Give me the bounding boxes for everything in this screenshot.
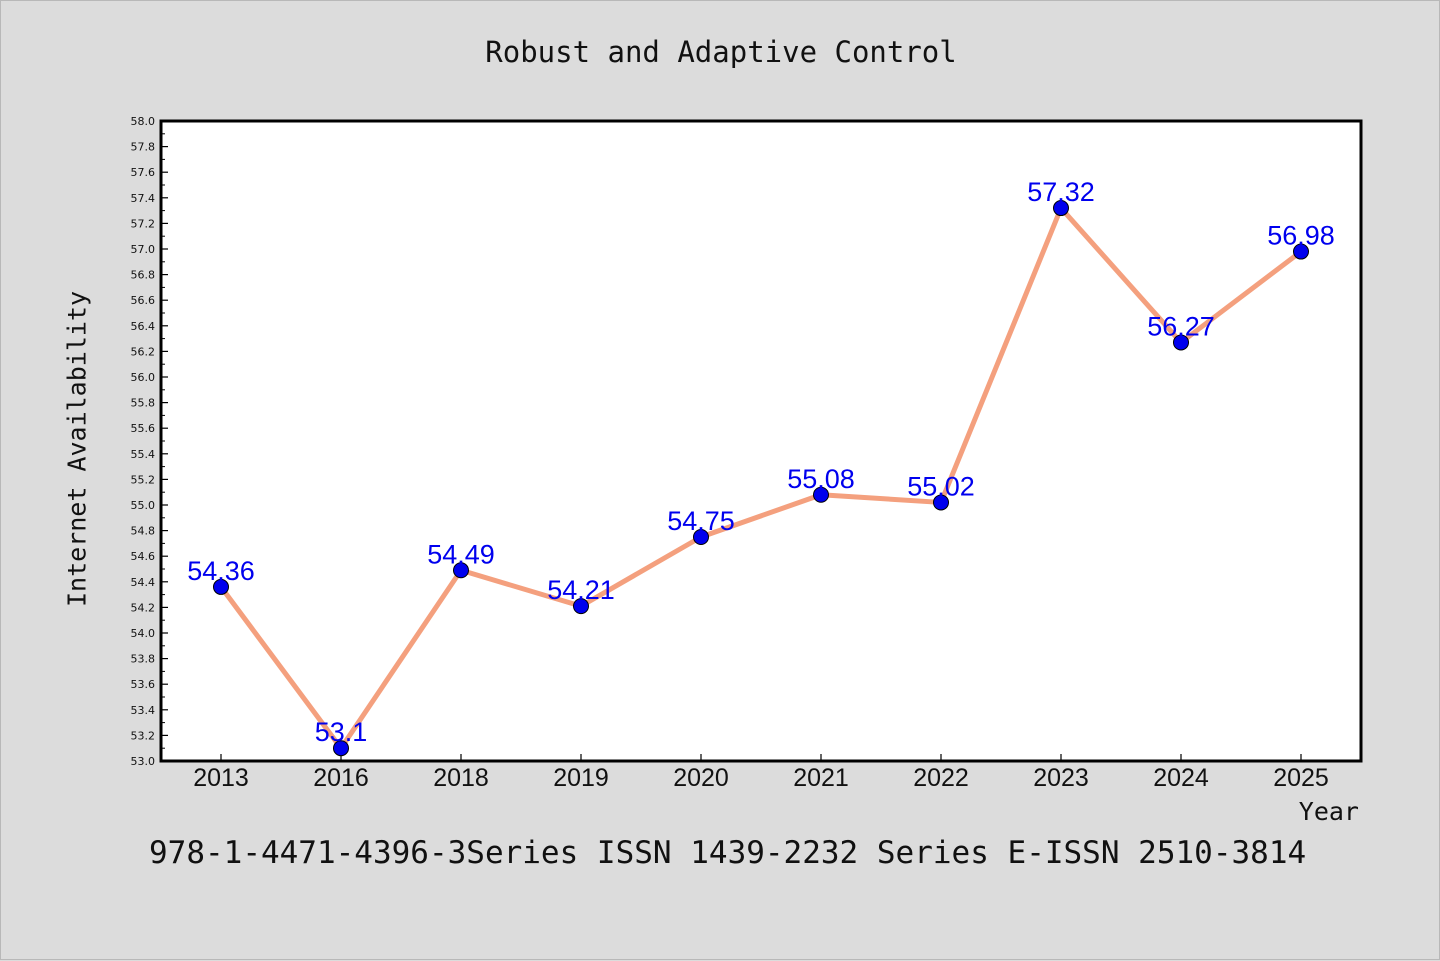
data-label-layer: 54.36 53.1 54.49 54.21 54.75 55.08 55.02 57.32 5… xyxy=(187,177,1335,747)
data-label: 55.08 xyxy=(787,464,855,494)
data-point xyxy=(333,740,349,757)
data-point xyxy=(213,578,229,595)
data-label: 56.27 xyxy=(1147,311,1215,341)
data-label: 53.1 xyxy=(315,717,368,747)
x-tick-label: 2025 xyxy=(1273,764,1329,792)
chart-title: Robust and Adaptive Control xyxy=(485,35,957,69)
data-point xyxy=(693,529,709,545)
data-point xyxy=(1173,334,1189,351)
data-point xyxy=(1053,200,1069,217)
y-tick-label: 54.4 xyxy=(131,576,156,589)
data-point xyxy=(453,562,469,579)
x-tick-label: 2021 xyxy=(793,764,849,792)
y-tick-label: 54.0 xyxy=(131,627,156,640)
x-tick-label: 2013 xyxy=(193,764,249,792)
y-tick-label: 55.6 xyxy=(131,422,156,435)
y-tick-label: 57.8 xyxy=(131,141,156,154)
y-tick-label: 55.8 xyxy=(131,397,156,410)
data-label: 54.36 xyxy=(187,556,255,586)
y-tick-label: 56.0 xyxy=(131,371,156,384)
data-point xyxy=(813,486,829,503)
y-tick-label: 57.0 xyxy=(131,243,156,256)
x-tick-label: 2020 xyxy=(673,764,729,792)
data-label: 54.75 xyxy=(667,506,735,536)
x-tick-label: 2024 xyxy=(1153,764,1209,792)
data-label: 54.21 xyxy=(547,575,615,605)
footer-isbn-issn: 978-1-4471-4396-3Series ISSN 1439-2232 S… xyxy=(149,835,1307,871)
y-tick-label: 57.4 xyxy=(131,192,156,205)
y-tick-label: 57.2 xyxy=(131,217,156,230)
data-point xyxy=(933,494,949,511)
x-axis-label: Year xyxy=(1298,797,1359,826)
x-axis: 2013 2016 2018 2019 2020 2021 2022 2023 2024 2025 xyxy=(193,754,1329,792)
x-tick-label: 2019 xyxy=(553,764,609,792)
data-label: 56.98 xyxy=(1267,221,1335,251)
y-tick-label: 54.6 xyxy=(131,550,156,563)
series-line xyxy=(218,205,1304,751)
y-tick-label: 56.6 xyxy=(131,294,156,307)
y-tick-label: 53.0 xyxy=(131,755,156,768)
y-tick-label: 56.2 xyxy=(131,345,156,358)
plot-area xyxy=(159,119,1363,763)
y-tick-label: 53.4 xyxy=(131,704,156,717)
y-tick-label: 54.2 xyxy=(131,601,156,614)
y-tick-label: 55.0 xyxy=(131,499,156,512)
data-point xyxy=(1293,243,1309,260)
y-tick-label: 55.4 xyxy=(131,448,156,461)
x-tick-label: 2023 xyxy=(1033,764,1089,792)
data-label: 54.49 xyxy=(427,539,495,569)
x-tick-label: 2022 xyxy=(913,764,969,792)
y-tick-label: 55.2 xyxy=(131,473,156,486)
y-tick-label: 56.8 xyxy=(131,269,156,282)
y-axis: 53.0 53.2 53.4 53.6 53.8 54.0 54.2 54.4 54.6 54.8… xyxy=(131,115,168,768)
y-tick-label: 58.0 xyxy=(131,115,156,128)
x-tick-label: 2018 xyxy=(433,764,489,792)
y-tick-label: 53.8 xyxy=(131,653,156,666)
y-tick-label: 56.4 xyxy=(131,320,156,333)
y-tick-label: 53.6 xyxy=(131,678,156,691)
data-label: 55.02 xyxy=(907,471,975,501)
data-label: 57.32 xyxy=(1027,177,1095,207)
y-tick-label: 54.8 xyxy=(131,525,156,538)
series-layer xyxy=(213,200,1309,757)
x-tick-label: 2016 xyxy=(313,764,369,792)
y-tick-label: 53.2 xyxy=(131,729,156,742)
data-point xyxy=(573,598,589,615)
y-tick-label: 57.6 xyxy=(131,166,156,179)
